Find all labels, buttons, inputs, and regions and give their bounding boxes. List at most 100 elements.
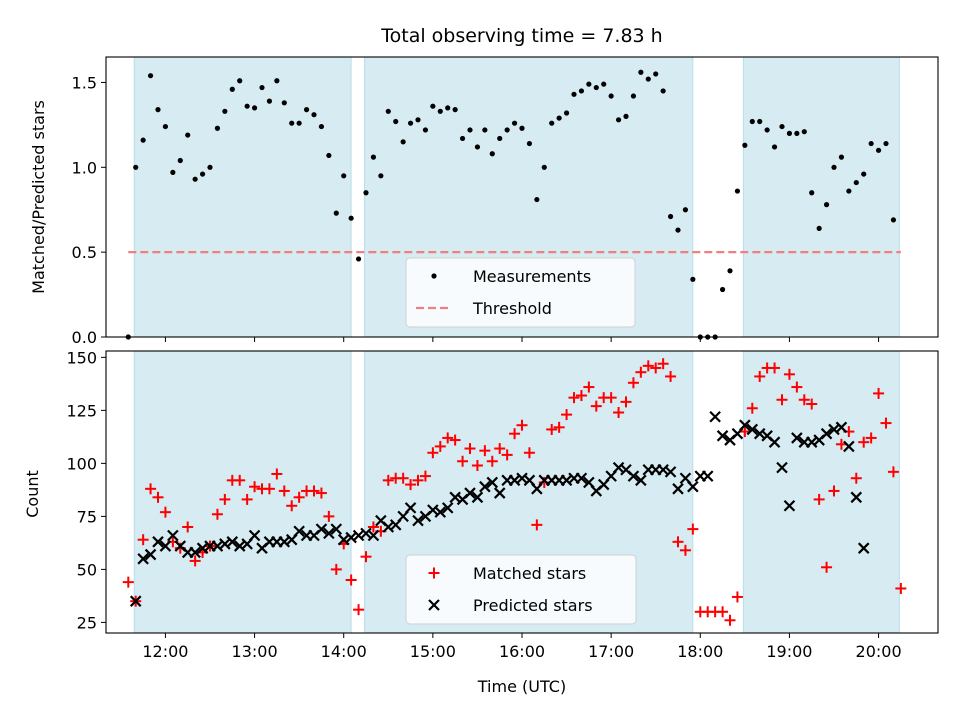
measurement-point (719, 286, 726, 293)
top-observing-window (742, 56, 900, 338)
matched-star-marker (323, 510, 335, 522)
matched-star-marker (546, 423, 558, 435)
matched-star-marker (434, 440, 446, 452)
measurement-point (667, 213, 674, 220)
matched-star-marker (835, 438, 847, 450)
top-panel: 0.0 0.5 1.0 1.5 Measurements Threshold (72, 56, 939, 347)
measurement-point (266, 98, 273, 104)
measurement-point (615, 117, 622, 123)
measurement-point (593, 84, 599, 91)
predicted-star-marker (627, 470, 640, 482)
measurement-point (407, 120, 414, 126)
matched-star-marker (806, 398, 818, 410)
bottom-y-tick-label: 25 (77, 613, 97, 632)
matched-star-marker (858, 436, 870, 448)
matched-star-marker (419, 470, 431, 482)
measurement-point (764, 127, 770, 133)
measurement-point (578, 88, 585, 94)
matched-star-marker (605, 392, 617, 404)
predicted-star-marker (701, 470, 714, 482)
measurement-point (734, 188, 741, 194)
predicted-star-marker (716, 430, 729, 442)
measurement-point (422, 127, 429, 133)
matched-star-marker (627, 377, 639, 389)
matched-star-marker (315, 487, 327, 499)
predicted-star-marker (352, 529, 365, 542)
matched-star-marker (575, 390, 587, 402)
x-tick-label: 20:00 (856, 642, 902, 661)
measurement-point (890, 217, 897, 223)
legend-marker-matched (428, 567, 440, 579)
measurement-point (638, 69, 644, 75)
predicted-star-marker (159, 540, 172, 552)
measurement-point (147, 73, 154, 79)
x-tick-label: 17:00 (588, 642, 634, 661)
measurement-point (541, 164, 547, 170)
legend-label: Predicted stars (473, 596, 593, 615)
x-tick-label: 19:00 (766, 642, 812, 661)
measurement-point (355, 256, 362, 262)
bottom-panel: 25 50 75 100 125 150 12:00 13:00 14:00 15:00 16:00… (66, 348, 939, 661)
measurement-point (370, 154, 377, 160)
matched-star-marker (397, 472, 409, 484)
matched-star-marker (509, 428, 521, 440)
matched-star-marker (449, 434, 461, 446)
matched-star-marker (583, 381, 595, 393)
measurement-point (199, 171, 206, 177)
x-tick-label: 16:00 (499, 642, 545, 661)
top-legend: Measurements Threshold (405, 257, 636, 328)
measurement-point (318, 123, 325, 130)
predicted-star-marker (323, 527, 335, 540)
measurement-point (771, 144, 778, 150)
predicted-star-marker (479, 480, 491, 493)
chart-title: Total observing time = 7.83 h (380, 25, 662, 47)
matched-star-marker (620, 396, 632, 408)
measurement-point (883, 140, 889, 147)
bottom-y-tick-label: 150 (66, 348, 97, 367)
matched-star-marker (345, 574, 357, 586)
measurement-point (563, 110, 570, 116)
matched-star-marker (650, 362, 662, 374)
predicted-star-marker (167, 529, 179, 542)
predicted-star-marker (843, 440, 855, 453)
bottom-y-tick-label: 125 (66, 401, 97, 420)
measurement-point (207, 164, 213, 170)
predicted-star-marker (144, 548, 157, 561)
matched-star-marker (873, 387, 885, 399)
matched-star-marker (813, 493, 825, 505)
matched-star-marker (531, 519, 543, 531)
legend-label: Measurements (473, 267, 591, 286)
predicted-star-marker (820, 427, 833, 440)
matched-star-marker (122, 576, 134, 588)
predicted-star-marker (330, 523, 343, 535)
matched-star-marker (717, 606, 729, 618)
measurement-point (400, 139, 406, 145)
predicted-star-marker (441, 502, 454, 514)
predicted-star-marker (293, 525, 305, 538)
matched-star-marker (665, 370, 677, 382)
measurement-point (660, 88, 666, 94)
matched-star-marker (494, 443, 506, 455)
matched-star-marker (464, 443, 476, 455)
matched-star-marker (798, 394, 810, 406)
matched-star-marker (486, 455, 498, 467)
measurement-point (259, 84, 265, 91)
measurement-point (192, 176, 198, 182)
measurement-point (311, 112, 317, 118)
measurement-point (170, 169, 176, 175)
bottom-observing-window (133, 350, 352, 634)
matched-star-marker (687, 523, 699, 535)
measurement-point (348, 215, 354, 221)
predicted-star-marker (493, 487, 506, 499)
predicted-star-marker (857, 542, 870, 554)
measurement-point (482, 127, 488, 133)
measurement-point (303, 107, 310, 113)
x-tick-label: 15:00 (410, 642, 456, 661)
x-tick-label: 12:00 (142, 642, 188, 661)
measurement-point (809, 190, 815, 196)
bottom-y-axis-label: Count (23, 470, 42, 518)
predicted-star-marker (226, 536, 239, 548)
measurement-point (608, 93, 614, 99)
predicted-star-marker (768, 436, 781, 448)
